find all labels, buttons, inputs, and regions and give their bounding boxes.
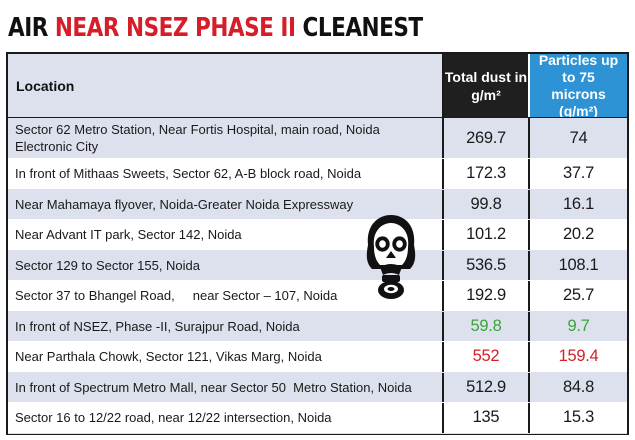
title-part-3: CLEANEST: [295, 13, 423, 43]
header-location-label: Location: [16, 77, 75, 94]
cell-particles: 74: [530, 118, 627, 158]
cell-total-dust: 269.7: [444, 118, 530, 158]
cell-location: Sector 62 Metro Station, Near Fortis Hos…: [8, 118, 444, 158]
cell-location: Near Mahamaya flyover, Noida-Greater Noi…: [8, 189, 444, 219]
cell-total-dust: 101.2: [444, 220, 530, 250]
cell-particles: 15.3: [530, 403, 627, 433]
table-row: In front of NSEZ, Phase -II, Surajpur Ro…: [8, 311, 627, 342]
cell-particles: 37.7: [530, 159, 627, 189]
header-location: Location: [8, 54, 444, 117]
page-title: AIR NEAR NSEZ PHASE II CLEANEST: [8, 8, 423, 48]
table-row: Near Mahamaya flyover, Noida-Greater Noi…: [8, 189, 627, 220]
cell-particles: 20.2: [530, 220, 627, 250]
title-part-2: NEAR NSEZ PHASE II: [54, 13, 296, 43]
cell-particles: 25.7: [530, 281, 627, 311]
cell-particles: 108.1: [530, 250, 627, 280]
header-particles: Particles up to 75 microns (g/m²): [530, 52, 627, 119]
table-row: Sector 37 to Bhangel Road, near Sector –…: [8, 281, 627, 312]
cell-total-dust: 172.3: [444, 159, 530, 189]
cell-total-dust: 536.5: [444, 250, 530, 280]
title-part-1: AIR: [8, 13, 55, 43]
table-row: Sector 62 Metro Station, Near Fortis Hos…: [8, 118, 627, 159]
header-divider: [8, 117, 627, 118]
cell-location: Sector 16 to 12/22 road, near 12/22 inte…: [8, 403, 444, 433]
cell-location: Near Parthala Chowk, Sector 121, Vikas M…: [8, 342, 444, 372]
cell-total-dust: 552: [444, 342, 530, 372]
table-body: Sector 62 Metro Station, Near Fortis Hos…: [8, 118, 627, 434]
table-row: Near Advant IT park, Sector 142, Noida 10…: [8, 220, 627, 251]
cell-location: In front of NSEZ, Phase -II, Surajpur Ro…: [8, 311, 444, 341]
table-row: In front of Spectrum Metro Mall, near Se…: [8, 372, 627, 403]
table-row: Sector 129 to Sector 155, Noida 536.5 108.…: [8, 250, 627, 281]
table-row: Near Parthala Chowk, Sector 121, Vikas M…: [8, 342, 627, 373]
cell-total-dust: 59.8: [444, 311, 530, 341]
table-header: Location Total dust in g/m² Particles up…: [8, 52, 627, 119]
cell-total-dust: 192.9: [444, 281, 530, 311]
table-row: Sector 16 to 12/22 road, near 12/22 inte…: [8, 403, 627, 434]
cell-location: In front of Spectrum Metro Mall, near Se…: [8, 372, 444, 402]
cell-particles: 84.8: [530, 372, 627, 402]
dust-table: Location Total dust in g/m² Particles up…: [6, 52, 629, 435]
table-row: In front of Mithaas Sweets, Sector 62, A…: [8, 159, 627, 190]
header-total-dust: Total dust in g/m²: [444, 54, 530, 117]
gas-mask-icon: [366, 215, 416, 299]
cell-total-dust: 135: [444, 403, 530, 433]
cell-particles: 16.1: [530, 189, 627, 219]
cell-particles: 159.4: [530, 342, 627, 372]
cell-total-dust: 512.9: [444, 372, 530, 402]
cell-total-dust: 99.8: [444, 189, 530, 219]
cell-particles: 9.7: [530, 311, 627, 341]
cell-location: Sector 37 to Bhangel Road, near Sector –…: [8, 281, 444, 311]
cell-location: In front of Mithaas Sweets, Sector 62, A…: [8, 159, 444, 189]
